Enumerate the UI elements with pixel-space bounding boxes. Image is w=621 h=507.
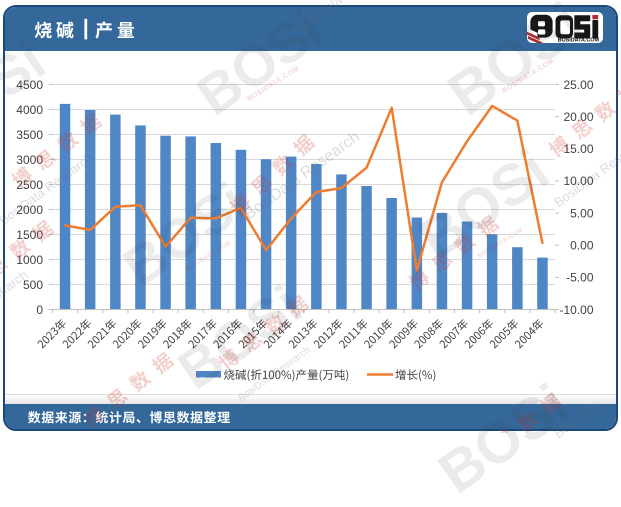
svg-text:BOSIDATA.COM: BOSIDATA.COM: [558, 38, 600, 44]
svg-text:4000: 4000: [16, 103, 43, 117]
svg-text:500: 500: [23, 278, 43, 292]
svg-text:-10.00: -10.00: [559, 303, 593, 317]
svg-text:10.00: 10.00: [563, 174, 593, 188]
svg-text:15.00: 15.00: [563, 142, 593, 156]
svg-text:0.00: 0.00: [570, 239, 594, 253]
svg-text:4500: 4500: [16, 78, 43, 92]
svg-text:1000: 1000: [16, 253, 43, 267]
svg-text:20.00: 20.00: [563, 110, 593, 124]
svg-text:-5.00: -5.00: [566, 271, 594, 285]
svg-text:2000: 2000: [16, 203, 43, 217]
svg-text:5.00: 5.00: [570, 206, 594, 220]
svg-text:0: 0: [36, 303, 43, 317]
svg-text:3500: 3500: [16, 128, 43, 142]
svg-text:25.00: 25.00: [563, 78, 593, 92]
